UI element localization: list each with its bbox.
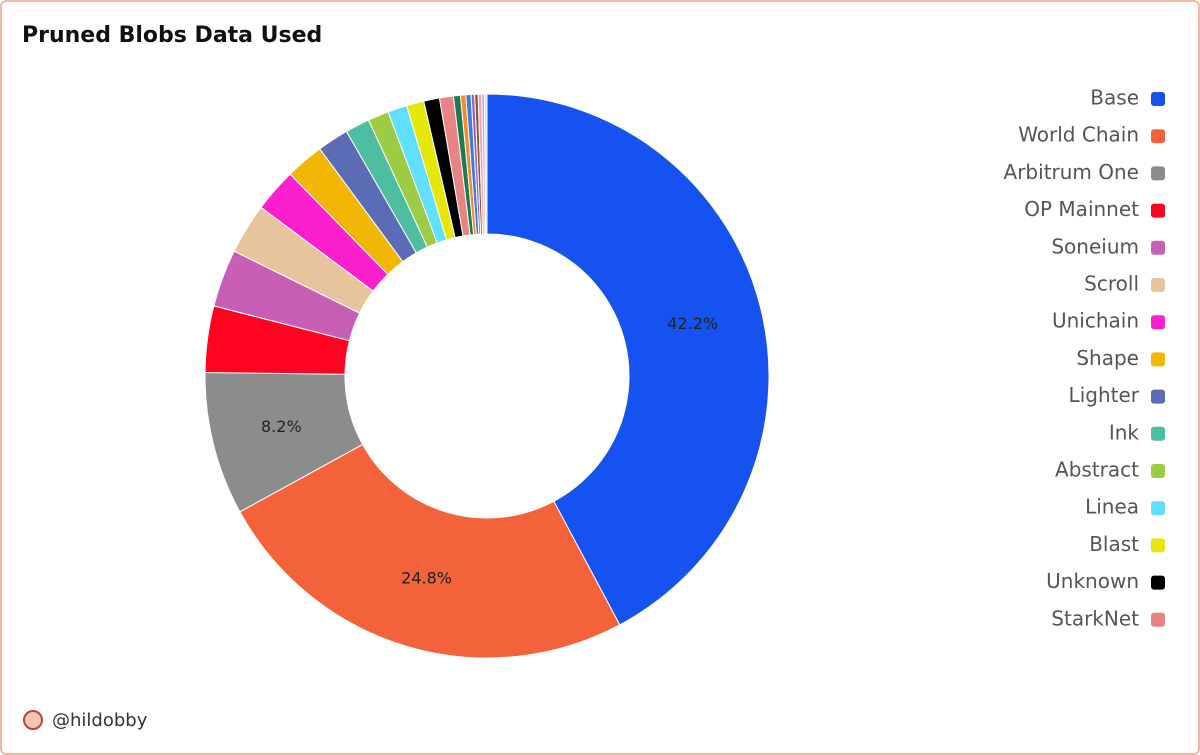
legend-swatch (1151, 501, 1165, 516)
legend-swatch (1151, 426, 1165, 441)
legend-label: Unichain (1052, 309, 1139, 333)
legend-swatch (1151, 240, 1165, 255)
legend-label: Arbitrum One (1004, 160, 1139, 184)
legend-swatch (1151, 203, 1165, 218)
legend-label: Unknown (1046, 569, 1139, 593)
data-label: 8.2% (261, 417, 302, 436)
legend-swatch (1151, 315, 1165, 330)
avatar (23, 710, 43, 730)
data-label: 42.2% (667, 314, 718, 333)
legend-label: Abstract (1055, 458, 1139, 482)
legend-label: OP Mainnet (1024, 197, 1139, 221)
legend-label: World Chain (1018, 123, 1139, 147)
legend-label: Shape (1076, 346, 1139, 370)
legend-label: Base (1090, 86, 1139, 110)
legend-label: Soneium (1051, 234, 1139, 258)
slice (483, 93, 488, 235)
legend-swatch (1151, 389, 1165, 404)
credit: @hildobby (52, 710, 148, 731)
data-label: 24.8% (401, 569, 452, 588)
chart-title: Pruned Blobs Data Used (22, 23, 322, 48)
legend-swatch (1151, 166, 1165, 181)
legend-swatch (1151, 464, 1165, 478)
legend-swatch (1151, 278, 1165, 292)
slice (239, 443, 621, 659)
legend-swatch (1151, 575, 1165, 590)
legend-label: StarkNet (1051, 606, 1139, 630)
legend-swatch (1151, 612, 1165, 627)
legend-swatch (1151, 352, 1165, 367)
slice (486, 93, 770, 626)
legend-label: Scroll (1084, 272, 1139, 296)
legend-swatch (1151, 92, 1165, 106)
legend-swatch (1151, 129, 1165, 144)
legend-label: Linea (1085, 495, 1139, 519)
legend-label: Ink (1109, 420, 1140, 444)
legend-swatch (1151, 538, 1165, 553)
legend-label: Blast (1089, 532, 1139, 556)
legend-label: Lighter (1069, 383, 1140, 407)
